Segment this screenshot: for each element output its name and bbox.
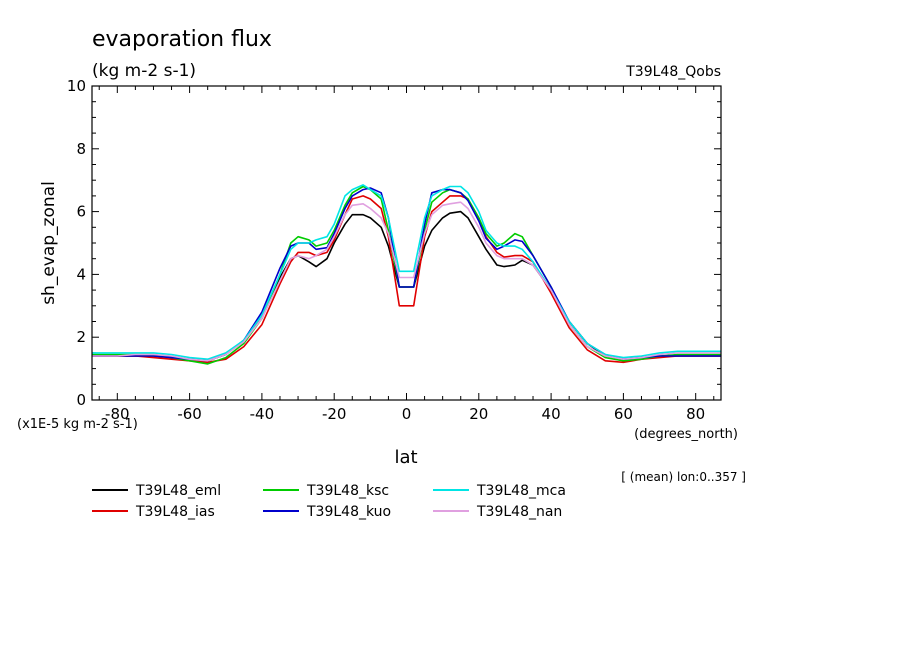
y-axis-label: sh_evap_zonal xyxy=(39,181,59,305)
x-tick-label-3: -20 xyxy=(322,405,347,423)
legend: T39L48_eml T39L48_ias T39L48_ksc T39L48_kuo… xyxy=(92,483,566,520)
x-tick-label-1: -60 xyxy=(177,405,202,423)
x-tick-label-6: 40 xyxy=(542,405,561,423)
y-tick-labels: 0 2 4 6 8 10 xyxy=(67,77,86,409)
y-tick-label-5: 10 xyxy=(67,77,86,95)
series-lines xyxy=(92,184,721,365)
x-tick-labels: -80 -60 -40 -20 0 20 40 60 80 xyxy=(105,405,705,423)
y-scale-note: (x1E-5 kg m-2 s-1) xyxy=(17,417,138,432)
x-tick-label-2: -40 xyxy=(250,405,275,423)
series-line-T39L48_ias xyxy=(92,195,721,364)
legend-label-T39L48_ksc: T39L48_ksc xyxy=(306,483,389,499)
series-line-T39L48_nan xyxy=(92,201,721,362)
y-tick-label-3: 6 xyxy=(76,203,86,221)
plot-frame xyxy=(91,85,722,401)
y-tick-label-0: 0 xyxy=(76,391,86,409)
legend-label-T39L48_mca: T39L48_mca xyxy=(476,483,566,499)
x-tick-label-7: 60 xyxy=(614,405,633,423)
mean-note: [ (mean) lon:0..357 ] xyxy=(621,470,746,484)
chart-title: evaporation flux xyxy=(92,27,272,52)
x-tick-label-4: 0 xyxy=(402,405,412,423)
legend-label-T39L48_ias: T39L48_ias xyxy=(135,504,215,520)
y-tick-label-2: 4 xyxy=(76,265,86,283)
x-units-label: (degrees_north) xyxy=(634,427,738,442)
legend-label-T39L48_eml: T39L48_eml xyxy=(135,483,221,499)
legend-label-T39L48_kuo: T39L48_kuo xyxy=(306,504,391,520)
x-tick-label-0: -80 xyxy=(105,405,130,423)
x-tick-label-5: 20 xyxy=(469,405,488,423)
x-tick-label-8: 80 xyxy=(686,405,705,423)
x-axis-label: lat xyxy=(394,447,417,468)
y-tick-label-1: 2 xyxy=(76,328,86,346)
y-tick-label-4: 8 xyxy=(76,140,86,158)
series-line-T39L48_mca xyxy=(92,184,721,361)
chart-subtitle: (kg m-2 s-1) xyxy=(92,61,196,81)
legend-label-T39L48_nan: T39L48_nan xyxy=(476,504,562,520)
experiment-label: T39L48_Qobs xyxy=(625,64,721,80)
